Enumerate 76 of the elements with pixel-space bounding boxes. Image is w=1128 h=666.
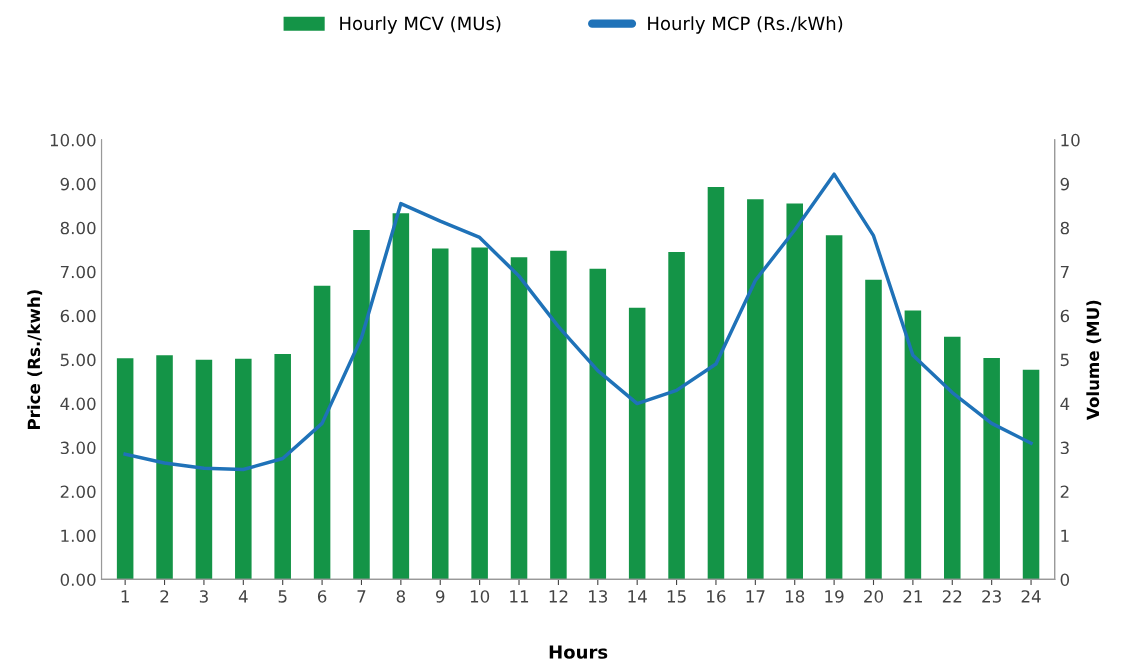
bar bbox=[195, 359, 213, 580]
y2-axis-title: Volume (MU) bbox=[1086, 300, 1102, 420]
x-tick-label: 17 bbox=[746, 590, 765, 603]
x-tick-label: 13 bbox=[589, 590, 608, 603]
legend-label: Hourly MCP (Rs./kWh) bbox=[648, 16, 843, 34]
x-tick-label: 24 bbox=[1021, 590, 1041, 603]
x-tick-label: 22 bbox=[942, 590, 962, 603]
x-tick-label: 6 bbox=[317, 590, 327, 603]
x-tick-label: 7 bbox=[357, 590, 366, 603]
x-tick-label: 1 bbox=[121, 590, 129, 603]
y2-tick-label: 4 bbox=[1060, 397, 1070, 410]
bar bbox=[353, 229, 370, 580]
bar bbox=[471, 247, 488, 580]
y-tick-label: 8.00 bbox=[60, 221, 96, 235]
bar bbox=[865, 279, 882, 580]
x-tick-label: 14 bbox=[628, 590, 647, 603]
bar bbox=[1022, 369, 1040, 580]
y2-tick-label: 9 bbox=[1060, 177, 1069, 191]
legend-label: Hourly MCV (MUs) bbox=[340, 16, 501, 34]
bar bbox=[904, 310, 922, 580]
y2-tick-label: 8 bbox=[1060, 221, 1069, 235]
line-series bbox=[123, 172, 1033, 472]
y-tick-label: 6.00 bbox=[60, 309, 96, 323]
y-tick-label: 10.00 bbox=[50, 133, 96, 147]
x-tick-label: 15 bbox=[667, 590, 686, 603]
y-tick-label: 0.00 bbox=[60, 573, 96, 586]
y2-tick-label: 2 bbox=[1060, 485, 1069, 498]
bar bbox=[944, 336, 961, 580]
x-tick-label: 2 bbox=[160, 590, 169, 603]
bar bbox=[235, 358, 252, 580]
x-tick-label: 11 bbox=[510, 590, 529, 603]
bar bbox=[313, 285, 331, 580]
bar bbox=[431, 248, 449, 580]
x-tick-label: 3 bbox=[199, 590, 208, 603]
bar bbox=[392, 213, 410, 580]
y2-tick-label: 3 bbox=[1060, 441, 1069, 455]
x-axis-title: Hours bbox=[549, 645, 608, 659]
bar bbox=[589, 268, 607, 580]
x-tick-label: 21 bbox=[903, 590, 922, 603]
bar bbox=[983, 357, 1000, 580]
y2-tick-label: 5 bbox=[1060, 353, 1069, 367]
bar bbox=[628, 307, 646, 580]
x-tick-label: 20 bbox=[864, 590, 883, 603]
bar bbox=[747, 199, 764, 580]
y2-tick-label: 7 bbox=[1060, 265, 1069, 279]
bar bbox=[116, 358, 134, 580]
bar bbox=[550, 250, 567, 580]
x-tick-label: 19 bbox=[825, 590, 844, 603]
bar bbox=[668, 251, 685, 580]
x-tick-label: 8 bbox=[396, 590, 406, 603]
bar bbox=[825, 235, 843, 580]
bar bbox=[510, 257, 528, 580]
x-tick-label: 10 bbox=[470, 590, 490, 603]
bar bbox=[274, 353, 291, 580]
y-tick-label: 9.00 bbox=[60, 177, 96, 191]
y2-tick-label: 1 bbox=[1061, 529, 1069, 542]
y-tick-label: 4.00 bbox=[60, 397, 96, 411]
bar bbox=[156, 355, 173, 580]
y-tick-label: 5.00 bbox=[60, 353, 96, 367]
y2-tick-label: 6 bbox=[1060, 309, 1070, 323]
bar bbox=[786, 203, 803, 580]
x-tick-label: 4 bbox=[238, 590, 248, 603]
y-tick-label: 3.00 bbox=[60, 441, 96, 455]
x-tick-label: 18 bbox=[785, 590, 805, 603]
x-tick-label: 5 bbox=[278, 590, 287, 603]
y-tick-label: 1.00 bbox=[61, 529, 96, 543]
y2-tick-label: 0 bbox=[1060, 573, 1070, 586]
x-tick-label: 12 bbox=[549, 590, 568, 603]
x-tick-label: 23 bbox=[982, 590, 1001, 603]
y-axis-title: Price (Rs./kwh) bbox=[27, 290, 43, 430]
y2-tick-label: 10 bbox=[1061, 133, 1080, 147]
bar bbox=[707, 186, 725, 580]
x-tick-label: 16 bbox=[707, 590, 726, 603]
y-tick-label: 7.00 bbox=[60, 265, 96, 279]
y-tick-label: 2.00 bbox=[60, 485, 96, 499]
x-tick-label: 9 bbox=[435, 590, 445, 603]
